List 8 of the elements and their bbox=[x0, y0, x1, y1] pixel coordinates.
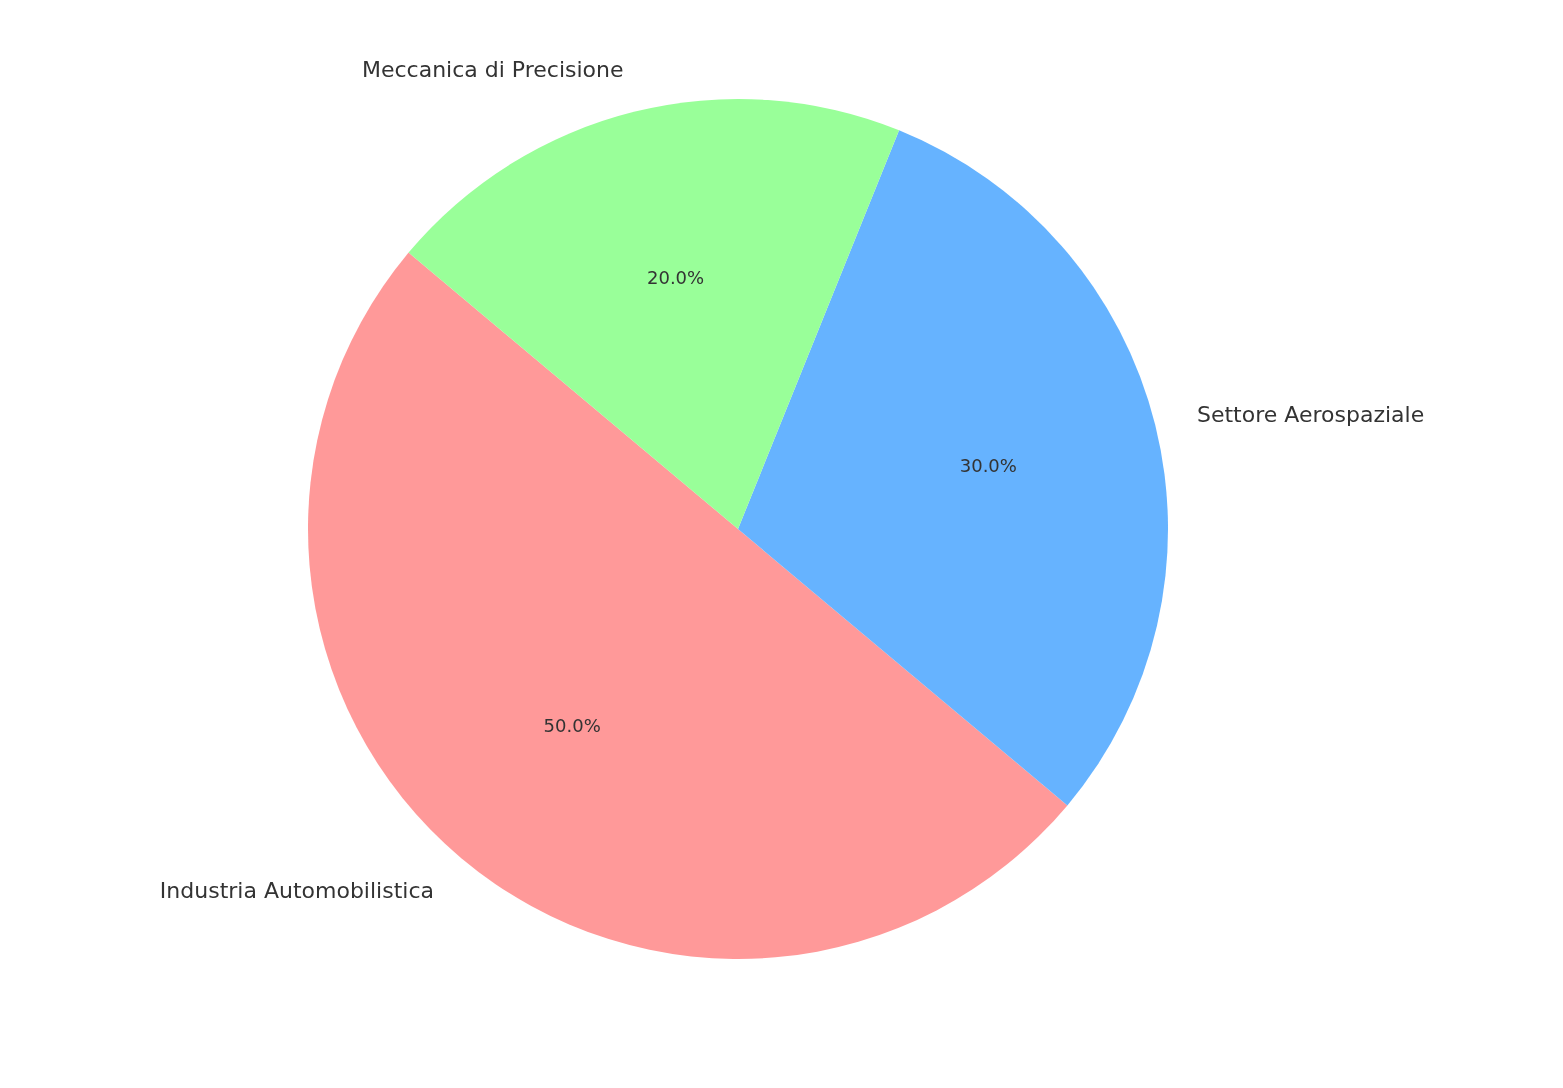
slice-label: Settore Aerospaziale bbox=[1196, 401, 1425, 427]
data-label: 30.0% bbox=[959, 454, 1017, 476]
pie-slice bbox=[408, 99, 900, 529]
data-label: 50.0% bbox=[543, 714, 601, 736]
data-label: 20.0% bbox=[646, 266, 705, 288]
slice-label: Meccanica di Precisione bbox=[361, 57, 624, 83]
pie-slice bbox=[738, 130, 1168, 806]
slice-label: Industria Automobilistica bbox=[159, 878, 434, 904]
